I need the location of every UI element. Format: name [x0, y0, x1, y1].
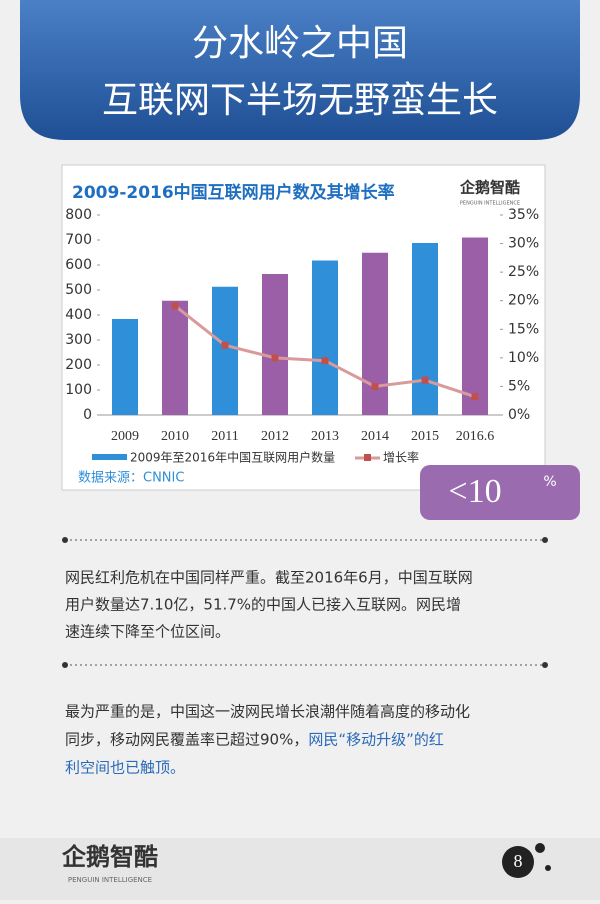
badge — [420, 465, 580, 520]
legend-swatch — [92, 454, 127, 460]
y2-tick-label: 0% — [508, 407, 530, 423]
page-circle — [502, 846, 534, 878]
paragraph-line: 同步，移动网民覆盖率已超过90%， — [65, 731, 308, 749]
header-title: 互联网下半场无野蛮生长 — [102, 80, 498, 121]
paragraph-line: 网民红利危机在中国同样严重。截至2016年6月，中国互联网 — [65, 569, 473, 587]
y2-tick-label: 5% — [508, 378, 530, 394]
chart-logo-sub: PENGUIN INTELLIGENCE — [460, 201, 520, 207]
y2-tick-label: 15% — [508, 321, 539, 337]
bar — [362, 252, 388, 415]
chart-logo: 企鹅智酷 — [459, 179, 520, 197]
footer-logo: 企鹅智酷 — [62, 843, 158, 871]
y-tick-label: 800 — [65, 207, 92, 223]
growth-marker — [171, 302, 179, 310]
bar — [162, 300, 188, 415]
x-tick-label: 2014 — [361, 429, 389, 444]
deco-dot — [535, 843, 545, 853]
footer — [0, 838, 600, 900]
bar — [212, 286, 238, 415]
paragraph-line: 速连续下降至个位区间。 — [65, 623, 230, 641]
badge-unit: % — [543, 474, 556, 490]
x-tick-label: 2009 — [111, 429, 139, 444]
x-tick-label: 2010 — [161, 429, 189, 444]
y2-tick-label: 35% — [508, 207, 539, 223]
header-band — [20, 0, 580, 140]
paragraph-line: 最为严重的是，中国这一波网民增长浪潮伴随着高度的移动化 — [65, 703, 470, 721]
bar — [412, 243, 438, 415]
y-tick-label: 500 — [65, 282, 92, 298]
bar — [312, 260, 338, 415]
highlight-line: 利空间也已触顶。 — [65, 759, 185, 777]
growth-marker — [421, 376, 429, 384]
x-tick-label: 2012 — [261, 429, 289, 444]
growth-marker — [471, 393, 479, 401]
x-tick-label: 2015 — [411, 429, 439, 444]
y-tick-label: 200 — [65, 357, 92, 373]
deco-dot — [545, 865, 551, 871]
x-tick-label: 2011 — [211, 429, 238, 444]
growth-marker — [321, 357, 329, 365]
y-tick-label: 700 — [65, 232, 92, 248]
x-tick-label: 2016.6 — [456, 429, 495, 444]
growth-marker — [371, 382, 379, 390]
page-number: 8 — [514, 851, 523, 871]
growth-marker — [221, 341, 229, 349]
y-tick-label: 0 — [83, 407, 92, 423]
footer-logo-sub: PENGUIN INTELLIGENCE — [68, 876, 152, 884]
y-tick-label: 100 — [65, 382, 92, 398]
header-title: 分水岭之中国 — [192, 23, 408, 64]
y-tick-label: 300 — [65, 332, 92, 348]
divider — [62, 662, 548, 668]
legend-swatch — [364, 454, 371, 461]
y2-tick-label: 25% — [508, 264, 539, 280]
highlight-line: 网民“移动升级”的红 — [308, 731, 444, 749]
paragraph-line: 用户数量达7.10亿，51.7%的中国人已接入互联网。网民增 — [65, 596, 461, 614]
bar — [262, 274, 288, 415]
chart-title: 2009-2016中国互联网用户数及其增长率 — [72, 182, 395, 203]
y2-tick-label: 10% — [508, 350, 539, 366]
legend-label: 2009年至2016年中国互联网用户数量 — [130, 450, 335, 465]
legend-label: 增长率 — [383, 450, 419, 465]
source: 数据来源：CNNIC — [78, 471, 184, 486]
x-tick-label: 2013 — [311, 429, 339, 444]
y2-tick-label: 20% — [508, 293, 539, 309]
badge-text: <10 — [448, 473, 501, 510]
bar — [462, 237, 488, 415]
y-tick-label: 600 — [65, 257, 92, 273]
y2-tick-label: 30% — [508, 236, 539, 252]
divider — [62, 537, 548, 543]
growth-marker — [271, 354, 279, 362]
bar — [112, 319, 138, 415]
y-tick-label: 400 — [65, 307, 92, 323]
